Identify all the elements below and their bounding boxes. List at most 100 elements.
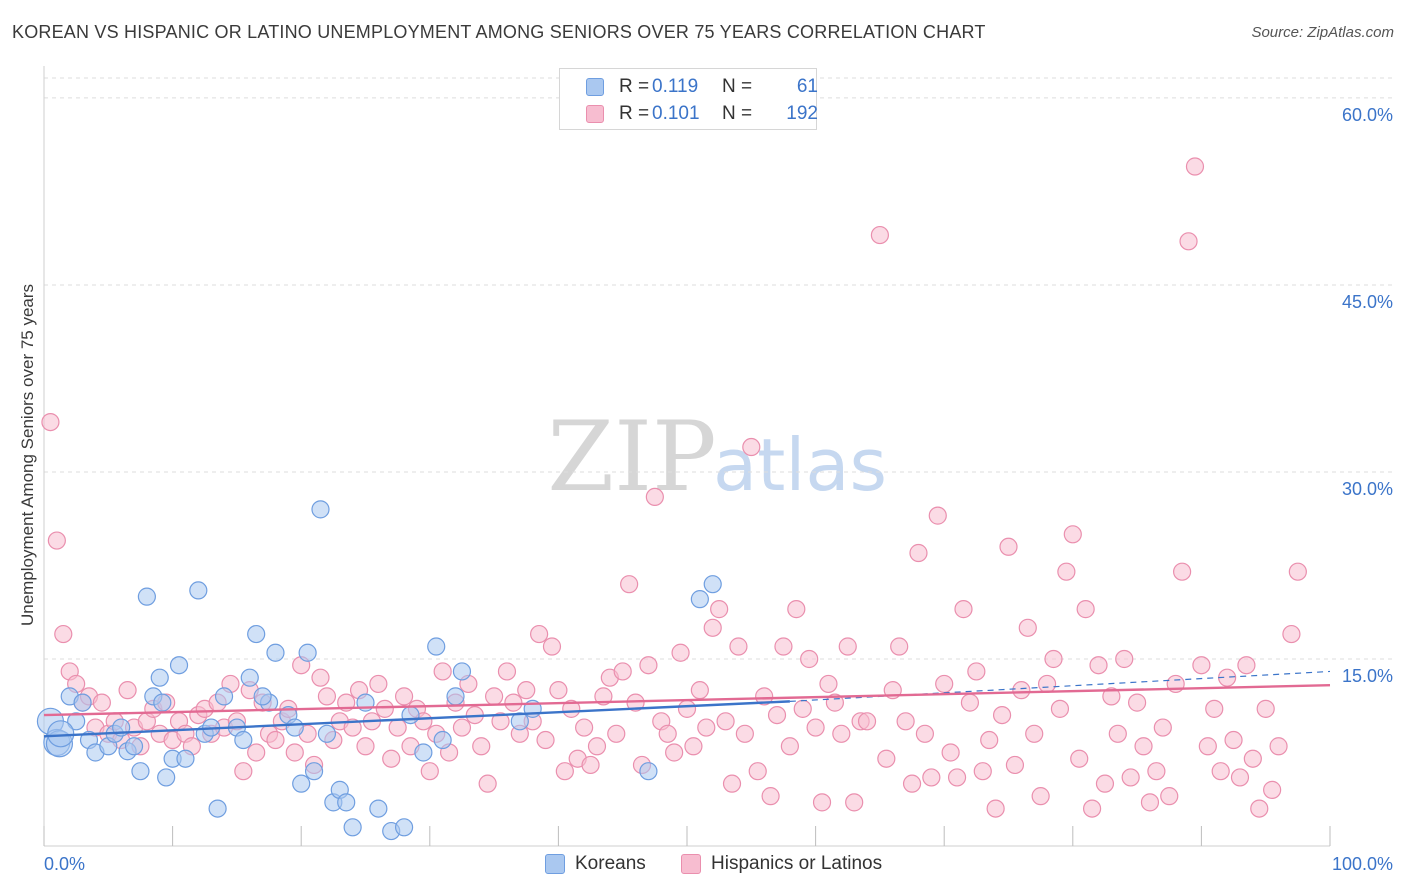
trend-lines [43, 670, 1331, 738]
x-tick-label-min: 0.0% [44, 854, 85, 874]
hispanic-point [838, 637, 857, 656]
hispanic-point [800, 649, 819, 669]
korean-point [73, 693, 92, 712]
hispanic-point [1108, 724, 1127, 743]
hispanic-point [671, 643, 690, 662]
watermark-zip: ZIP [547, 401, 716, 513]
hispanic-point [247, 743, 266, 762]
korean-point [253, 687, 272, 706]
legend-row-hispanics: R = 0.101 N = 192 [586, 101, 818, 127]
n-label: N = [722, 103, 753, 124]
hispanics-n-value: 192 [786, 103, 818, 124]
hispanic-point [388, 718, 407, 737]
hispanic-point [1250, 799, 1269, 818]
hispanic-point [1153, 718, 1172, 737]
hispanic-point [812, 793, 832, 812]
hispanic-point [47, 531, 66, 550]
hispanic-point [394, 687, 414, 706]
hispanic-point [1243, 749, 1262, 768]
hispanic-point [433, 662, 452, 681]
hispanic-point [491, 712, 510, 731]
hispanic-point [710, 600, 729, 619]
hispanic-point [555, 762, 574, 781]
hispanic-point [343, 718, 362, 737]
hispanics-trend-line [43, 683, 1331, 717]
korean-point [169, 656, 189, 675]
korean-point [153, 693, 172, 712]
hispanic-point [594, 687, 613, 706]
koreans-r-value: 0.119 [652, 76, 699, 97]
hispanic-point [517, 681, 536, 700]
korean-point [266, 643, 285, 662]
hispanic-point [311, 668, 330, 687]
koreans-trend-line [43, 700, 790, 738]
korean-point [446, 687, 465, 706]
korean-point [131, 762, 150, 781]
korean-point [639, 762, 658, 781]
korean-point [369, 799, 388, 818]
korean-point [414, 743, 433, 762]
hispanic-point [1211, 762, 1230, 781]
hispanic-point [1044, 649, 1063, 669]
hispanic-point [1173, 562, 1192, 581]
hispanic-point [902, 774, 922, 793]
stats-legend: R = 0.119 N = 61 R = 0.101 N = 192 [559, 68, 818, 130]
hispanics-legend-label: Hispanics or Latinos [711, 853, 883, 874]
hispanic-point [748, 762, 767, 781]
hispanic-point [54, 624, 73, 644]
korean-point [394, 818, 414, 837]
hispanic-point [954, 600, 973, 619]
hispanic-point [575, 718, 594, 737]
r-label: R = [619, 76, 650, 97]
korean-point [214, 687, 234, 706]
korean-point [401, 705, 420, 725]
watermark-atlas: atlas [713, 423, 887, 507]
hispanic-point [755, 687, 774, 706]
r-label: R = [619, 103, 650, 124]
hispanic-point [992, 705, 1012, 725]
hispanic-point [973, 762, 992, 781]
hispanic-point [472, 737, 491, 756]
hispanic-point [787, 600, 806, 619]
hispanic-point [542, 637, 562, 656]
hispanic-point [420, 762, 439, 781]
hispanic-point [767, 705, 787, 725]
korean-point [208, 799, 227, 818]
hispanic-point [658, 724, 677, 743]
y-tick-label: 45.0% [1342, 292, 1393, 312]
hispanic-point [690, 681, 709, 700]
hispanic-point [369, 674, 388, 694]
hispanic-point [1050, 699, 1070, 718]
hispanic-point [1089, 656, 1108, 675]
y-tick-label: 60.0% [1342, 105, 1393, 125]
tick-labels: 15.0% 30.0% 45.0% 60.0% 0.0% 100.0% [44, 105, 1393, 874]
hispanic-point [960, 693, 980, 712]
watermark: ZIP atlas [547, 401, 887, 513]
hispanic-point [684, 737, 703, 756]
hispanic-point [620, 575, 639, 594]
korean-point [433, 730, 452, 750]
hispanic-point [1102, 687, 1121, 706]
hispanic-point [857, 712, 877, 731]
hispanic-point [1070, 749, 1089, 768]
hispanic-point [999, 537, 1018, 556]
legend-koreans[interactable]: Koreans [545, 852, 665, 876]
hispanic-point [452, 718, 472, 737]
koreans-n-value: 61 [796, 76, 818, 97]
y-tick-label: 30.0% [1342, 479, 1393, 499]
data-points [36, 157, 1307, 841]
korean-point [298, 643, 317, 662]
hispanic-point [1134, 737, 1153, 756]
y-tick-label: 15.0% [1342, 666, 1393, 686]
hispanic-point [1269, 737, 1288, 756]
korean-point [285, 718, 304, 737]
hispanic-point [761, 787, 780, 806]
hispanic-point [870, 225, 890, 245]
korean-point [247, 624, 266, 644]
hispanic-point [1198, 737, 1217, 756]
legend-hispanics[interactable]: Hispanics or Latinos [681, 852, 911, 876]
hispanic-point [780, 737, 799, 756]
hispanic-point [1031, 787, 1050, 806]
n-label: N = [722, 76, 753, 97]
hispanic-point [118, 681, 137, 700]
